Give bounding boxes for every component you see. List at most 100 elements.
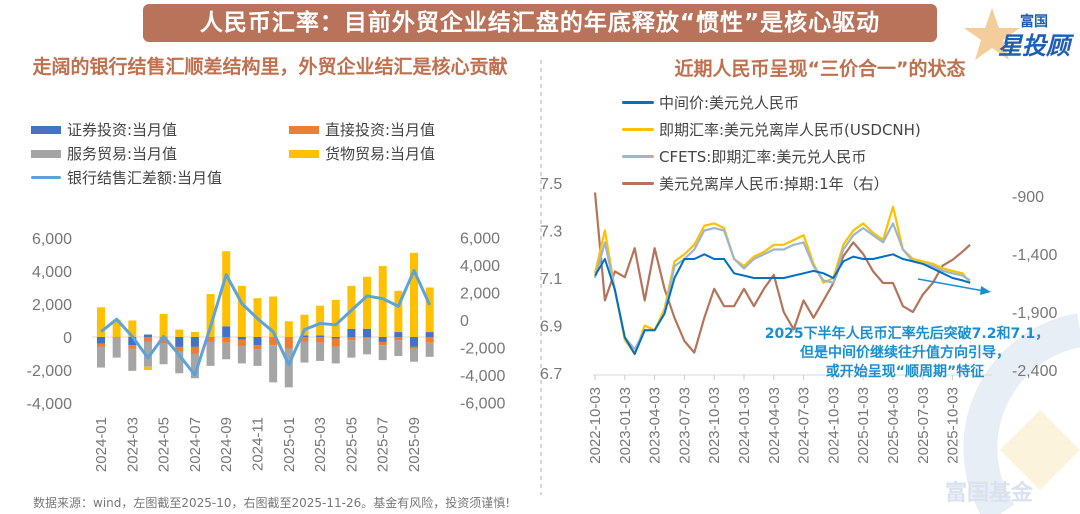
legend-swatch bbox=[622, 128, 654, 131]
legend-label: 美元兑离岸人民币:掉期:1年（右） bbox=[659, 175, 889, 193]
bar-services bbox=[143, 341, 152, 367]
line-net-settlement bbox=[100, 269, 432, 377]
legend-central: 中间价:美元兑人民币 bbox=[622, 92, 799, 113]
bar-services bbox=[347, 340, 356, 358]
line-central bbox=[594, 253, 971, 355]
x-axis-tick: 2024-11 bbox=[250, 417, 267, 471]
legend-label: 银行结售汇差额:当月值 bbox=[67, 169, 223, 187]
bar-services bbox=[112, 337, 121, 358]
left-axis-tick: 2,000 bbox=[32, 297, 72, 314]
bar-services bbox=[175, 351, 184, 374]
bar-securities bbox=[331, 337, 340, 339]
right-axis-tick: -6,000 bbox=[460, 396, 505, 413]
legend-swatch bbox=[622, 155, 654, 158]
bar-direct bbox=[316, 337, 325, 343]
bar-securities bbox=[410, 337, 418, 347]
right-axis-tick: -4,000 bbox=[460, 368, 505, 385]
right-axis-tick: -2,000 bbox=[460, 341, 505, 358]
left-axis-tick: 7.5 bbox=[540, 176, 562, 193]
right-axis-tick: 2,000 bbox=[460, 286, 500, 303]
legend-swatch bbox=[31, 176, 61, 179]
bar-direct bbox=[394, 337, 403, 341]
left-axis-tick: 7.3 bbox=[540, 224, 562, 241]
bar-direct bbox=[206, 337, 215, 342]
bar-services bbox=[284, 348, 293, 388]
legend-swap: 美元兑离岸人民币:掉期:1年（右） bbox=[622, 173, 889, 194]
x-axis-tick: 2024-01-03 bbox=[736, 387, 753, 464]
bar-direct bbox=[378, 341, 387, 346]
right-axis-tick: 4,000 bbox=[460, 258, 500, 275]
x-axis-tick: 2024-05 bbox=[156, 417, 173, 472]
left-axis-tick: 6,000 bbox=[32, 231, 72, 248]
bar-direct bbox=[410, 346, 418, 349]
brand-logo: 富国 星投顾 bbox=[962, 4, 1075, 62]
legend-label: 即期汇率:美元兑离岸人民币(USDCNH) bbox=[659, 121, 921, 139]
bar-direct bbox=[300, 337, 309, 342]
legend-swatch bbox=[31, 149, 61, 158]
bar-goods bbox=[206, 294, 215, 337]
bar-goods bbox=[394, 290, 403, 333]
bar-direct bbox=[269, 337, 278, 346]
bar-services bbox=[222, 342, 231, 360]
bar-goods bbox=[143, 366, 152, 370]
bar-services bbox=[410, 348, 418, 362]
bar-goods bbox=[425, 287, 434, 333]
bar-direct bbox=[363, 337, 372, 339]
legend-direct: 直接投资:当月值 bbox=[289, 119, 435, 140]
bar-securities bbox=[394, 332, 403, 337]
bar-services bbox=[300, 341, 309, 363]
left-axis-tick: -2,000 bbox=[27, 363, 72, 380]
x-axis-tick: 2024-03 bbox=[124, 417, 141, 472]
bar-securities bbox=[143, 334, 152, 337]
bar-securities bbox=[190, 337, 199, 347]
left-axis-tick: 0 bbox=[63, 330, 72, 347]
bar-goods bbox=[300, 314, 309, 336]
right-axis-tick: 6,000 bbox=[460, 231, 500, 248]
line-swap bbox=[593, 192, 971, 354]
trend-arrow bbox=[917, 278, 985, 292]
bar-services bbox=[269, 345, 278, 383]
bar-goods bbox=[237, 285, 246, 337]
legend-label: 直接投资:当月值 bbox=[325, 121, 436, 139]
annotation-line-2: 但是中间价继续往升值方向引导， bbox=[799, 344, 1010, 361]
x-axis-tick: 2025-05 bbox=[343, 417, 360, 472]
bar-goods bbox=[222, 251, 231, 327]
x-axis-tick: 2024-07 bbox=[187, 417, 204, 472]
bar-securities bbox=[347, 328, 356, 337]
x-axis-tick: 2025-07-03 bbox=[915, 387, 932, 464]
right-axis-tick: -1,400 bbox=[1012, 247, 1057, 264]
bar-goods bbox=[347, 285, 356, 329]
x-axis-tick: 2025-01 bbox=[281, 417, 298, 472]
right-axis-tick: -900 bbox=[1012, 189, 1044, 206]
x-axis-tick: 2025-07 bbox=[375, 417, 392, 472]
bar-direct bbox=[284, 337, 293, 349]
bar-securities bbox=[363, 328, 372, 337]
left-axis-tick: 7.1 bbox=[540, 271, 562, 288]
x-axis-tick: 2024-07-03 bbox=[796, 387, 813, 464]
bar-direct bbox=[347, 337, 356, 341]
bar-securities bbox=[300, 335, 309, 337]
bar-securities bbox=[128, 337, 137, 346]
watermark-text: 富国基金 bbox=[945, 480, 1034, 506]
bar-goods bbox=[128, 320, 137, 337]
bar-goods bbox=[331, 299, 340, 337]
bar-goods bbox=[269, 296, 278, 337]
bar-direct bbox=[175, 346, 184, 352]
bar-direct bbox=[222, 337, 231, 343]
legend-swatch bbox=[289, 149, 319, 158]
bar-services bbox=[316, 342, 325, 361]
bar-direct bbox=[97, 343, 105, 347]
bar-direct bbox=[331, 338, 340, 347]
bar-securities bbox=[97, 337, 105, 344]
left-axis-tick: 4,000 bbox=[32, 264, 72, 281]
right-axis-tick: 0 bbox=[460, 313, 469, 330]
bar-goods bbox=[159, 313, 168, 337]
x-axis-tick: 2024-10-03 bbox=[825, 387, 842, 464]
bar-goods bbox=[190, 332, 199, 337]
bar-securities bbox=[316, 335, 325, 337]
legend-swatch bbox=[31, 125, 61, 134]
x-axis-tick: 2023-10-03 bbox=[706, 387, 723, 464]
annotation-line-3: 或开始呈现“顺周期”特征 bbox=[826, 363, 984, 380]
x-axis-tick: 2025-04-03 bbox=[885, 387, 902, 464]
